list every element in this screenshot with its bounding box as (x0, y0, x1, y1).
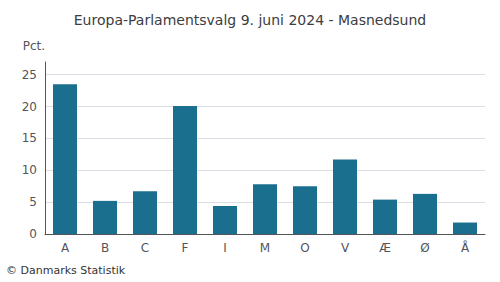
svg-text:© Danmarks Statistik: © Danmarks Statistik (6, 264, 126, 277)
svg-text:Europa-Parlamentsvalg 9. juni: Europa-Parlamentsvalg 9. juni 2024 - Mas… (74, 12, 426, 28)
svg-text:Pct.: Pct. (23, 39, 45, 53)
svg-text:V: V (341, 241, 350, 255)
svg-text:15: 15 (22, 131, 37, 145)
svg-text:I: I (223, 241, 227, 255)
svg-text:0: 0 (29, 227, 37, 241)
svg-text:10: 10 (22, 163, 37, 177)
svg-text:Å: Å (461, 240, 470, 255)
svg-text:5: 5 (29, 195, 37, 209)
svg-text:C: C (141, 241, 149, 255)
svg-text:F: F (182, 241, 189, 255)
svg-text:25: 25 (22, 68, 37, 82)
svg-text:A: A (61, 241, 70, 255)
svg-text:20: 20 (22, 100, 37, 114)
svg-text:Ø: Ø (420, 241, 429, 255)
svg-text:Æ: Æ (379, 241, 391, 255)
svg-text:M: M (260, 241, 270, 255)
svg-text:B: B (101, 241, 109, 255)
svg-text:O: O (300, 241, 309, 255)
